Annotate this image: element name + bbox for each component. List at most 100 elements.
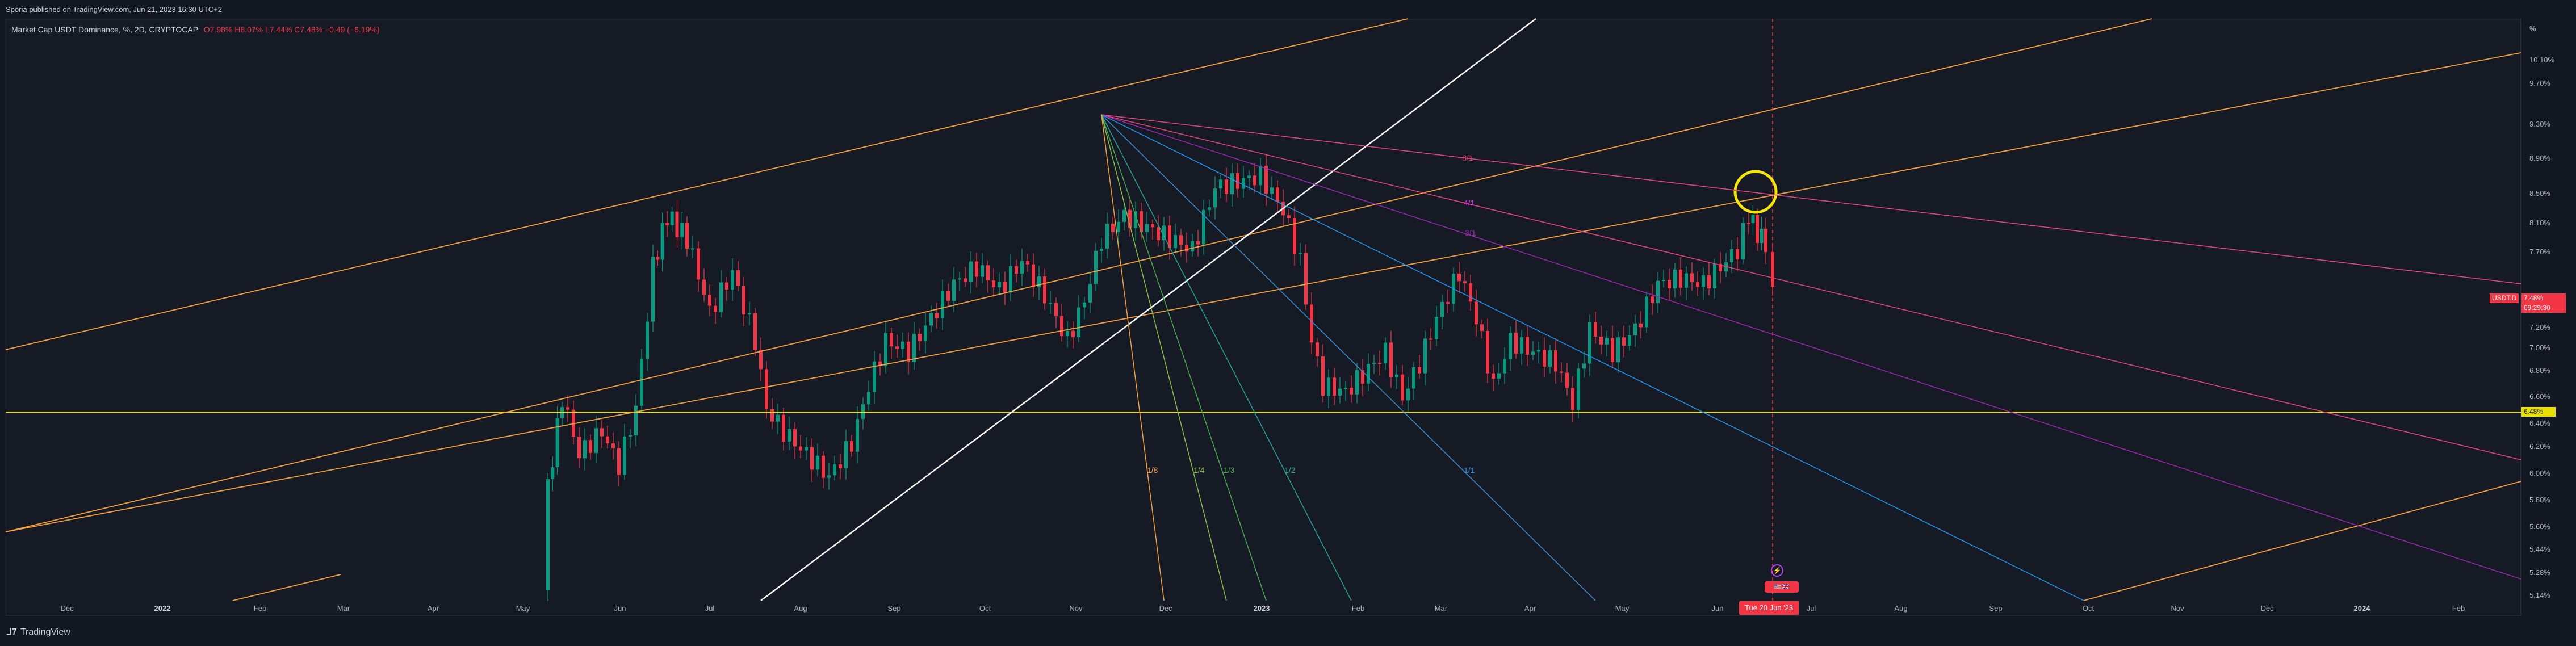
footer: ⅃7 TradingView (0, 616, 2576, 646)
time-tick: May (1615, 604, 1630, 613)
symbol-badge: USDT.D (2490, 293, 2519, 303)
candle-body (1100, 248, 1103, 251)
candle-body (702, 279, 706, 295)
candle-body (1702, 275, 1705, 287)
candle-body (1338, 388, 1342, 396)
price-scale[interactable]: % 10.10% 9.70% 9.30% 8.90% 8.50% 8.10% 7… (2490, 19, 2576, 616)
fan-label: 1/4 (1193, 465, 1205, 475)
candle-body (1520, 337, 1523, 354)
candle-body (665, 223, 669, 225)
event-flags[interactable]: 🇺🇸🇬🇧 (1765, 581, 1799, 593)
price-tick: 9.70% (2529, 79, 2550, 87)
scale-unit: % (2529, 24, 2536, 33)
candle-body (1543, 349, 1546, 367)
event-icon[interactable]: ⚡ (1771, 564, 1783, 577)
time-tick: Mar (337, 604, 350, 613)
price-tick: 6.20% (2529, 442, 2550, 451)
candle-body (992, 280, 995, 287)
candle-body (770, 409, 774, 422)
candle-body (1656, 280, 1660, 303)
candle-body (1162, 225, 1166, 241)
candle-body (901, 341, 904, 349)
candle-body (1049, 303, 1052, 304)
candle-body (656, 257, 660, 260)
candle-body (929, 313, 933, 326)
chart-plot[interactable]: 8/1 4/1 3/1 1/8 1/4 1/3 1/2 1/1 (0, 0, 2521, 616)
candle-body (1616, 337, 1620, 362)
candle-body (839, 464, 842, 468)
candle-body (589, 440, 592, 453)
time-tick: Nov (1069, 604, 1083, 613)
candle-body (1196, 241, 1200, 245)
tradingview-logo[interactable]: ⅃7 TradingView (7, 626, 70, 637)
candle-body (1639, 323, 1643, 328)
fan-ray (1101, 114, 2084, 601)
candle-body (617, 448, 621, 475)
candle-body (1605, 338, 1609, 345)
candle-body (1134, 211, 1137, 228)
candle-body (1140, 211, 1143, 232)
candle-body (759, 350, 763, 370)
candle-body (1685, 273, 1688, 288)
candle-body (1560, 371, 1563, 373)
candle-body (1588, 322, 1591, 364)
candle-body (1760, 228, 1764, 243)
time-tick: Aug (1894, 604, 1908, 613)
candle-body (958, 278, 961, 280)
candle-body (844, 441, 848, 468)
time-tick: Sep (887, 604, 901, 613)
channel-middle (5, 18, 2152, 532)
candle-body (1509, 333, 1512, 359)
tradingview-icon: ⅃7 (7, 627, 17, 637)
time-tick: Feb (2452, 604, 2465, 613)
candle-body (546, 479, 550, 590)
candle-body (675, 211, 679, 237)
candle-body (1293, 218, 1296, 254)
fan-label: 1/1 (1464, 465, 1475, 475)
price-tick: 8.90% (2529, 154, 2550, 162)
candle-body (1440, 301, 1444, 317)
time-tick: Dec (60, 604, 74, 613)
candle-body (1020, 261, 1024, 274)
candle-body (890, 333, 893, 347)
candle-body (1077, 307, 1080, 337)
brand-name: TradingView (20, 627, 70, 637)
candle-body (1741, 223, 1745, 259)
series-legend[interactable]: Market Cap USDT Dominance, %, 2D, CRYPTO… (11, 25, 380, 34)
candle-body (1526, 337, 1529, 355)
cursor-date-label: Tue 20 Jun '23 (1739, 601, 1799, 615)
candle-body (1497, 373, 1501, 379)
time-axis[interactable]: Dec 2022 Feb Mar Apr May Jun Jul Aug Sep Oct Nov Dec… (6, 601, 2521, 616)
candle-body (629, 435, 632, 437)
time-tick: 2022 (154, 604, 171, 613)
candle-body (1145, 224, 1149, 232)
candle-body (1707, 275, 1711, 288)
candle-body (1577, 368, 1580, 410)
candle-body (788, 429, 791, 442)
candle-body (1503, 359, 1506, 374)
candle-body (1582, 363, 1586, 369)
candle-body (776, 414, 780, 422)
candle-body (981, 265, 984, 277)
symbol-title[interactable]: Market Cap USDT Dominance, %, 2D, CRYPTO… (11, 25, 198, 34)
candle-body (1236, 173, 1239, 189)
chart-pane[interactable] (6, 19, 2521, 616)
candle-body (748, 313, 751, 315)
candle-body (1423, 338, 1427, 374)
candle-body (1219, 179, 1222, 189)
trend-line-white (760, 18, 1536, 601)
countdown-badge: 09:29:30 (2521, 303, 2566, 313)
candle-body (1060, 316, 1063, 337)
price-tick: 7.20% (2529, 323, 2550, 332)
time-tick: Apr (427, 604, 439, 613)
candle-body (731, 270, 734, 290)
fan-ray (1101, 114, 1596, 601)
candle-body (736, 270, 740, 287)
candle-body (1764, 228, 1767, 252)
time-tick: Nov (2171, 604, 2184, 613)
candle-body (1299, 253, 1302, 254)
candle-body (1344, 388, 1347, 389)
candle-body (1756, 215, 1759, 243)
candle-body (1622, 337, 1626, 346)
candle-body (1009, 266, 1012, 293)
